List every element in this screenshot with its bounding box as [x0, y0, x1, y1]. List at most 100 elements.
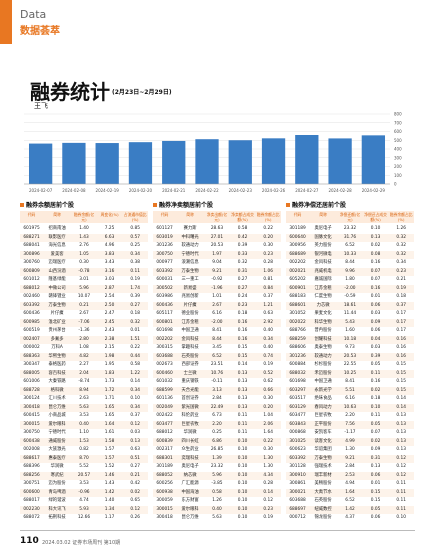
table-cell: 22.55	[343, 362, 357, 368]
table-cell: 0.16	[396, 353, 406, 359]
table-cell: 688005	[23, 370, 40, 376]
x-tick-label: 2024-02-21	[162, 188, 186, 193]
table-cell: 禾迈股份	[314, 370, 332, 376]
row-stripe	[153, 267, 281, 276]
table-cell: -2.00	[344, 285, 356, 291]
row-stripe	[20, 471, 148, 480]
row-stripe	[153, 488, 281, 497]
table-cell: 0.07	[370, 268, 381, 274]
table-cell: 0.13	[396, 447, 406, 453]
bar	[95, 143, 119, 184]
row-stripe	[20, 267, 148, 276]
table-cell: 9.04	[212, 260, 222, 266]
table-cell: 688271	[23, 234, 40, 240]
table-cell: 0.39	[130, 294, 140, 300]
table-cell: 002673	[156, 362, 173, 368]
table-cell: 强瑞技术	[314, 464, 332, 470]
table-cell: 0.11	[396, 489, 406, 495]
table-cell: 0.12	[396, 464, 406, 470]
table-cell: -7.06	[78, 319, 90, 325]
row-stripe	[286, 267, 414, 276]
table-cell: 0.23	[263, 506, 273, 512]
table-cell: 0.19	[263, 515, 273, 521]
table-cell: 8.44	[212, 336, 222, 342]
table-cell: 巨星农牧	[314, 413, 332, 419]
x-tick-label: 2024-02-07	[29, 188, 53, 193]
table-cell: 0.18	[370, 396, 381, 402]
table-cell: 力芯微	[316, 302, 330, 308]
section-label: Data	[20, 8, 47, 21]
table-cell: 2.04	[79, 370, 89, 376]
table-cell: 300059	[156, 498, 173, 504]
table-cell: 301189	[289, 226, 306, 232]
row-stripe	[20, 233, 148, 242]
table-cell: 688601	[289, 302, 306, 308]
table-cell: 0.11	[237, 430, 248, 436]
table-cell: 601032	[156, 379, 173, 385]
table-cell: 1.98	[104, 353, 115, 359]
table-cell: 0.34	[263, 336, 273, 342]
table-bullet	[153, 203, 157, 207]
table-cell: 0.20	[263, 234, 273, 240]
table-header: 代码	[160, 212, 169, 217]
x-tick-label: 2024-02-29	[362, 188, 386, 193]
table-cell: 1.72	[104, 387, 115, 393]
table-cell: 0.26	[130, 515, 140, 521]
table-cell: 688606	[289, 345, 306, 351]
x-tick-label: 2024-02-08	[62, 188, 86, 193]
table-cell: 5.51	[345, 387, 355, 393]
table-cell: 6.86	[212, 438, 222, 444]
table-cell: 片仔癀	[50, 311, 64, 317]
table-cell: 英力股份	[314, 243, 332, 249]
table-cell: 2.92	[263, 319, 273, 325]
table-bullet	[20, 203, 24, 207]
table-cell: 2.45	[104, 319, 115, 325]
table-cell: 士兰微	[183, 370, 197, 376]
table-header: 占流通市值比(%)	[123, 212, 147, 222]
table-cell: 江苏金租	[181, 319, 199, 325]
header-bg	[20, 211, 148, 223]
table-cell: 0.51	[130, 455, 140, 461]
table-cell: 1.39	[212, 455, 222, 461]
table-cell: 石英股份	[314, 498, 332, 504]
table-cell: 0.15	[237, 345, 248, 351]
table-cell: 华润微	[50, 464, 64, 470]
table-header: 简称	[53, 212, 61, 217]
table-cell: 四川长虹	[181, 438, 199, 444]
table-cell: 汇川技术	[48, 396, 66, 402]
table-cell: 0.11	[130, 268, 140, 274]
table-cell: 0.15	[237, 353, 248, 359]
x-tick-label: 2024-02-23	[229, 188, 253, 193]
table-cell: 国脉文化	[314, 234, 332, 240]
table-cell: 创耀科技	[314, 336, 332, 342]
table-cell: 600839	[156, 438, 173, 444]
table-cell: 容百科技	[48, 370, 66, 376]
table-cell: 0.11	[370, 370, 381, 376]
table-cell: 603392	[23, 302, 40, 308]
table-cell: 0.30	[79, 260, 89, 266]
table-cell: 重庆钢铁	[181, 379, 199, 385]
table-cell: 0.06	[370, 472, 381, 478]
table-cell: 301025	[289, 438, 306, 444]
row-stripe	[20, 318, 148, 327]
table-cell: -1.36	[78, 328, 90, 334]
table-cell: 688697	[289, 506, 306, 512]
table-cell: -0.78	[78, 268, 90, 274]
table-cell: 0.40	[212, 506, 222, 512]
table-cell: 0.10	[237, 447, 248, 453]
table-cell: 0.05	[370, 506, 381, 512]
table-cell: 1.40	[79, 226, 89, 232]
table-cell: 2.27	[79, 362, 89, 368]
table-cell: 4.96	[104, 243, 115, 249]
table-cell: -1.17	[344, 430, 356, 436]
table-header: 净卖额占成交额(%)	[231, 212, 254, 222]
table-cell: 0.06	[370, 328, 381, 334]
table-cell: 2.76	[79, 243, 89, 249]
table-cell: 688012	[23, 285, 40, 291]
table-cell: 002202	[156, 336, 173, 342]
table-cell: 0.27	[237, 285, 248, 291]
table-cell: 688183	[289, 294, 306, 300]
table-cell: 0.42	[130, 481, 140, 487]
row-stripe	[20, 250, 148, 259]
